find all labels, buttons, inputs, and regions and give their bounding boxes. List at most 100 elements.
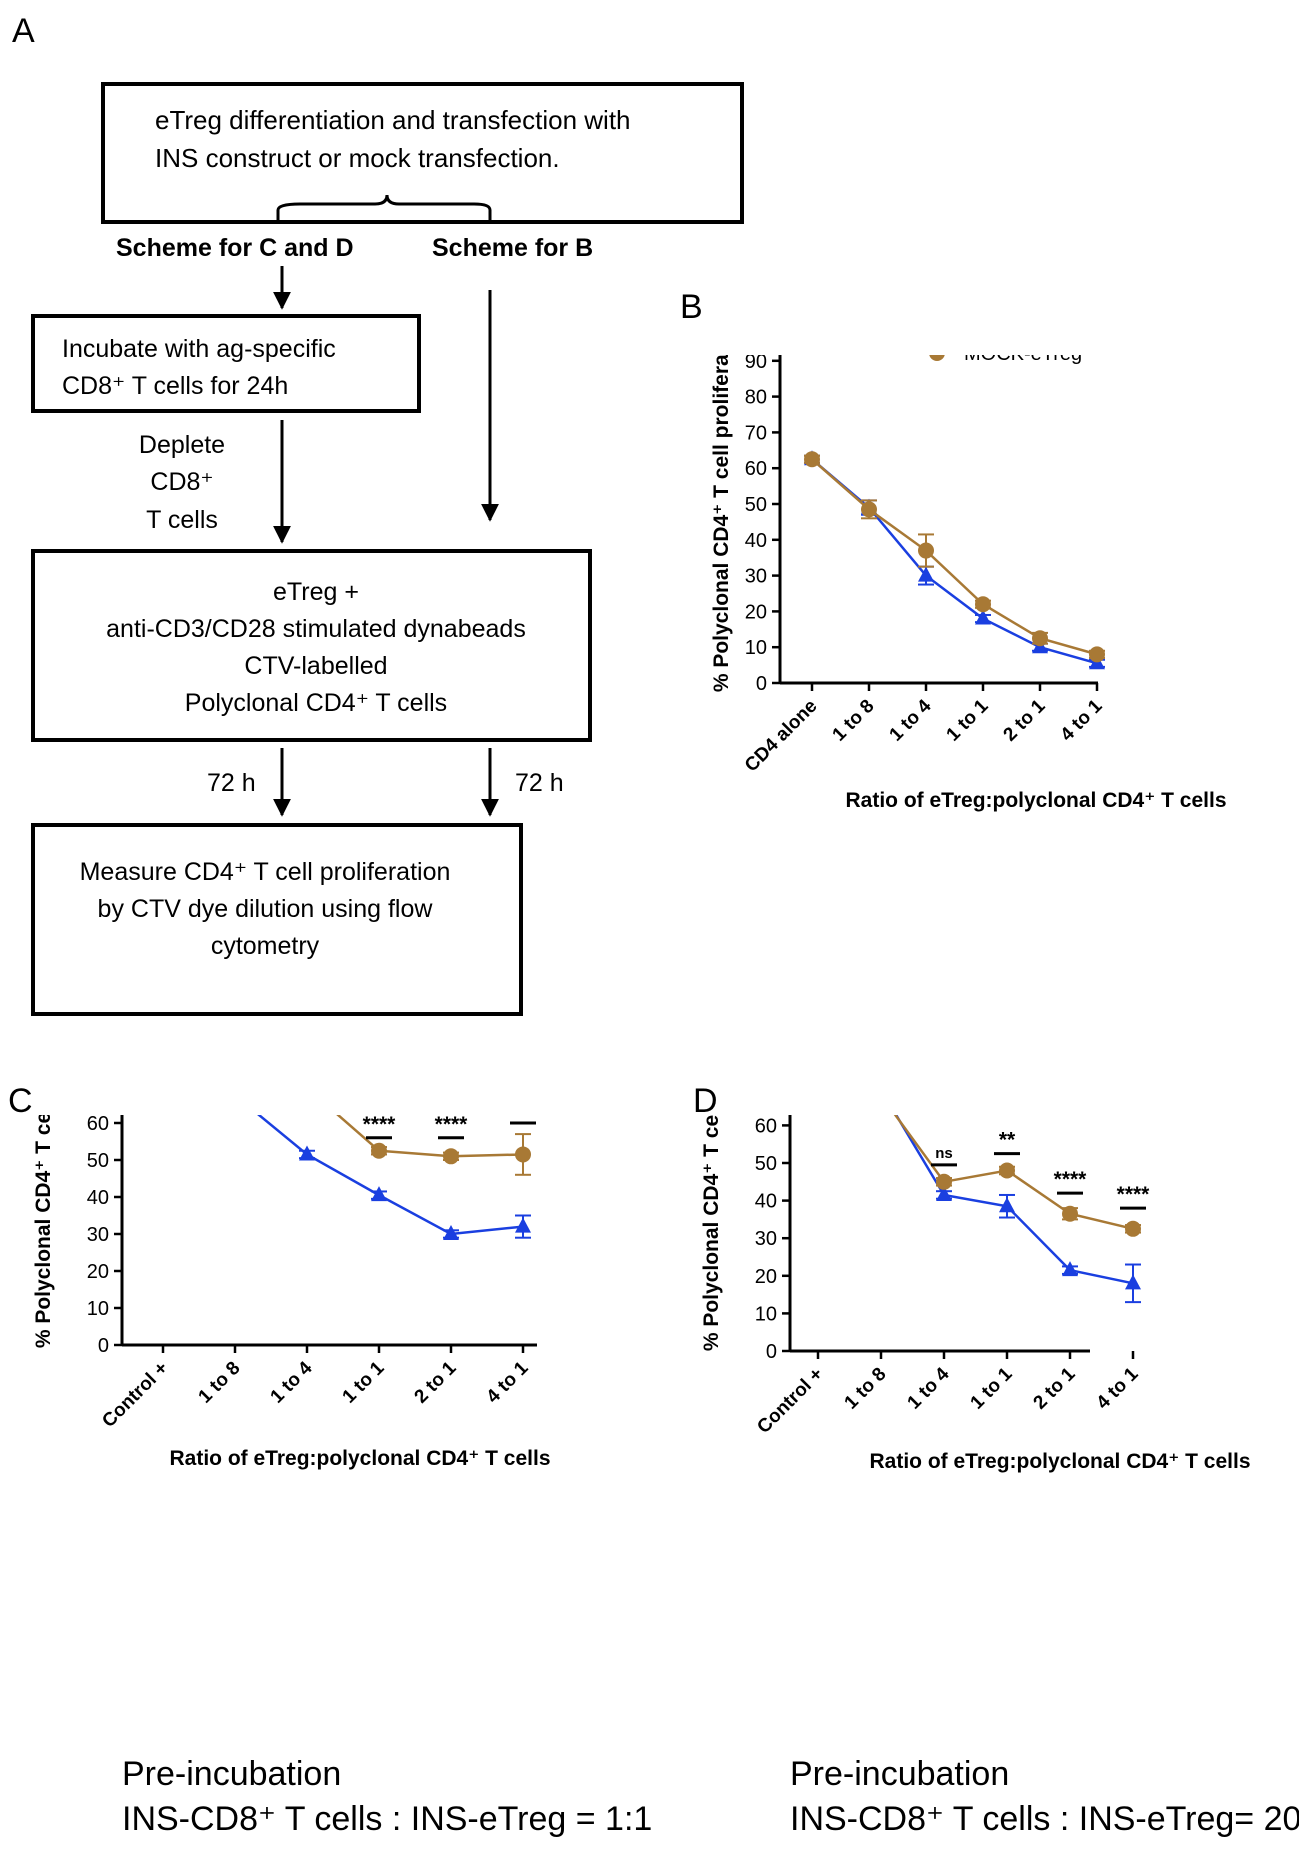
x-tick-label: 2 to 1 — [411, 1357, 461, 1407]
x-tick-label: 1 to 8 — [829, 696, 879, 746]
y-tick-label: 40 — [745, 530, 767, 552]
data-point-triangle — [515, 1217, 531, 1233]
series-line-mock-etreg — [811, 458, 1098, 656]
deplete-line-2: CD8⁺ — [150, 468, 213, 496]
y-tick-label: 10 — [745, 637, 767, 659]
y-tick-label: 70 — [745, 422, 767, 444]
significance-label: ** — [999, 1129, 1016, 1152]
x-tick-label: CD4 alone — [741, 696, 822, 777]
data-point-circle — [936, 1173, 952, 1190]
data-point-circle — [371, 1142, 387, 1159]
time-right-label: 72 h — [515, 769, 564, 797]
mix-line-3: CTV-labelled — [244, 652, 387, 680]
y-tick-label: 20 — [745, 601, 767, 623]
series-line-mock-etreg — [893, 1115, 1134, 1231]
y-tick-label: 20 — [755, 1266, 777, 1288]
y-tick-label: 40 — [87, 1187, 109, 1209]
data-point-circle — [804, 451, 820, 468]
data-point-triangle — [1125, 1274, 1141, 1290]
data-point-circle — [515, 1146, 531, 1163]
series-line-mock-etreg — [336, 1115, 524, 1158]
x-tick-label: 4 to 1 — [1057, 695, 1107, 745]
y-tick-label: 50 — [87, 1150, 109, 1172]
x-tick-label: 1 to 4 — [267, 1357, 317, 1407]
measure-line-1: Measure CD4⁺ T cell proliferation — [80, 858, 451, 886]
incubate-box — [31, 314, 421, 413]
legend-marker-circle — [929, 355, 945, 361]
x-tick-label: 4 to 1 — [483, 1357, 533, 1407]
significance-label: **** — [435, 1115, 469, 1136]
x-axis-label: Ratio of eTreg:polyclonal CD4⁺ T cells — [170, 1447, 551, 1470]
data-point-circle — [975, 596, 991, 613]
data-point-circle — [1062, 1205, 1078, 1222]
x-axis-label: Ratio of eTreg:polyclonal CD4⁺ T cells — [846, 789, 1227, 812]
data-point-triangle — [443, 1225, 459, 1240]
data-point-circle — [1089, 646, 1105, 663]
y-tick-label: 90 — [745, 355, 767, 373]
y-tick-label: 50 — [755, 1153, 777, 1175]
x-tick-label: 1 to 1 — [339, 1357, 389, 1407]
x-tick-label: 4 to 1 — [1093, 1363, 1143, 1413]
caption-d-line-2: INS-CD8⁺ T cells : INS-eTreg= 20:1 — [790, 1800, 1299, 1838]
significance-label: **** — [507, 1115, 541, 1121]
x-tick-label: Control + — [98, 1358, 172, 1432]
x-tick-label: 1 to 1 — [967, 1363, 1017, 1413]
caption-c-line-1: Pre-incubation — [122, 1755, 341, 1793]
data-point-circle — [1032, 630, 1048, 647]
x-tick-label: 1 to 4 — [886, 695, 936, 745]
series-line-ins-etreg — [811, 458, 1098, 665]
y-tick-label: 30 — [755, 1228, 777, 1250]
data-point-triangle — [999, 1197, 1015, 1213]
time-left-label: 72 h — [207, 769, 256, 797]
y-tick-label: 10 — [87, 1298, 109, 1320]
deplete-line-1: Deplete — [139, 431, 225, 459]
top-box — [101, 82, 744, 224]
significance-label: **** — [1054, 1168, 1088, 1191]
y-axis-label: % Polyclonal CD4⁺ T cell proliferation — [700, 1115, 723, 1351]
x-tick-label: 1 to 1 — [943, 695, 993, 745]
y-axis-label: % Polyclonal CD4⁺ T cell proliferation — [710, 355, 733, 692]
data-point-circle — [1125, 1220, 1141, 1237]
y-tick-label: 0 — [98, 1335, 109, 1357]
y-tick-label: 60 — [755, 1115, 777, 1137]
scheme-cd-label: Scheme for C and D — [116, 234, 354, 262]
mix-line-4: Polyclonal CD4⁺ T cells — [185, 689, 447, 717]
y-tick-label: 20 — [87, 1261, 109, 1283]
x-tick-label: 1 to 4 — [904, 1363, 954, 1413]
deplete-line-3: T cells — [146, 506, 218, 534]
panel-label-b: B — [680, 288, 703, 326]
significance-label: ns — [935, 1145, 953, 1162]
scheme-b-label: Scheme for B — [432, 234, 593, 262]
top-box-line-1: eTreg differentiation and transfection w… — [155, 105, 631, 135]
series-line-ins-etreg — [257, 1115, 524, 1236]
mix-line-1: eTreg + — [273, 578, 359, 606]
chart-c: 0102030405060708090100Control +1 to 81 t… — [32, 1115, 551, 1470]
y-axis-label: % Polyclonal CD4⁺ T cell proliferation — [32, 1115, 55, 1348]
y-tick-label: 60 — [745, 458, 767, 480]
data-point-triangle — [371, 1186, 387, 1202]
y-tick-label: 0 — [756, 673, 767, 695]
y-tick-label: 0 — [766, 1341, 777, 1363]
y-tick-label: 60 — [87, 1115, 109, 1135]
y-tick-label: 50 — [745, 494, 767, 516]
data-point-circle — [443, 1148, 459, 1165]
data-point-circle — [918, 542, 934, 559]
x-tick-label: 1 to 8 — [195, 1358, 245, 1408]
measure-box — [31, 823, 523, 1016]
data-point-triangle — [975, 609, 991, 625]
mix-line-2: anti-CD3/CD28 stimulated dynabeads — [106, 615, 526, 643]
data-point-circle — [861, 501, 877, 518]
y-tick-label: 30 — [87, 1224, 109, 1246]
y-tick-label: 80 — [745, 387, 767, 409]
x-tick-label: 2 to 1 — [1030, 1363, 1080, 1413]
legend-label: MOCK-eTreg — [964, 355, 1082, 365]
panel-label-a: A — [12, 12, 35, 50]
series-line-ins-etreg — [894, 1115, 1134, 1285]
data-point-triangle — [1062, 1261, 1078, 1277]
incubate-line-1: Incubate with ag-specific — [62, 335, 336, 363]
x-tick-label: 1 to 8 — [841, 1364, 891, 1414]
x-axis-label: Ratio of eTreg:polyclonal CD4⁺ T cells — [870, 1450, 1251, 1473]
y-tick-label: 40 — [755, 1191, 777, 1213]
x-tick-label: Control + — [753, 1364, 827, 1438]
